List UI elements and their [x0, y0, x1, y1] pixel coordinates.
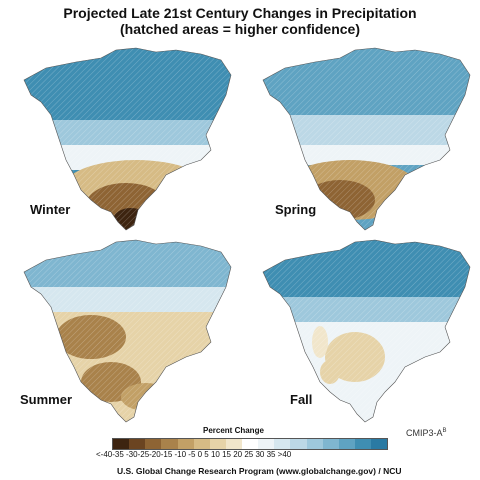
model-superscript: B: [442, 428, 447, 434]
scale-swatch-8: [242, 439, 259, 449]
map-panel-winter: Winter: [6, 40, 236, 240]
fall-map: [245, 232, 475, 432]
scale-swatch-12: [306, 439, 323, 449]
scale-swatch-11: [290, 439, 307, 449]
scale-swatch-2: [145, 439, 162, 449]
scale-swatch-1: [129, 439, 146, 449]
scale-swatch-0: [113, 439, 130, 449]
scale-swatch-5: [193, 439, 210, 449]
season-label-summer: Summer: [20, 392, 73, 407]
map-panel-spring: Spring: [245, 40, 475, 240]
scale-swatch-16: [371, 439, 388, 449]
scale-swatch-4: [177, 439, 194, 449]
scale-swatch-13: [322, 439, 339, 449]
model-label: CMIP3-AB: [406, 428, 447, 438]
scale-swatch-9: [258, 439, 275, 449]
scale-swatch-6: [209, 439, 226, 449]
title-line-1: Projected Late 21st Century Changes in P…: [63, 5, 417, 21]
scale-swatch-3: [161, 439, 178, 449]
season-label-fall: Fall: [290, 392, 313, 407]
season-label-winter: Winter: [30, 202, 71, 217]
title-line-2: (hatched areas = higher confidence): [119, 21, 360, 37]
scale-swatch-15: [354, 439, 371, 449]
scale-swatch-14: [338, 439, 355, 449]
color-scale: [112, 438, 388, 450]
scale-swatch-7: [225, 439, 242, 449]
map-panel-summer: Summer: [6, 232, 236, 432]
legend-title: Percent Change: [203, 426, 264, 435]
season-label-spring: Spring: [275, 202, 317, 217]
model-name: CMIP3-A: [406, 428, 443, 438]
scale-tick-labels: <-40-35 -30-25-20-15 -10 -5 0 5 10 15 20…: [96, 450, 292, 459]
map-panel-fall: Fall: [245, 232, 475, 432]
scale-swatch-10: [274, 439, 291, 449]
footer-credit: U.S. Global Change Research Program (www…: [117, 466, 402, 476]
